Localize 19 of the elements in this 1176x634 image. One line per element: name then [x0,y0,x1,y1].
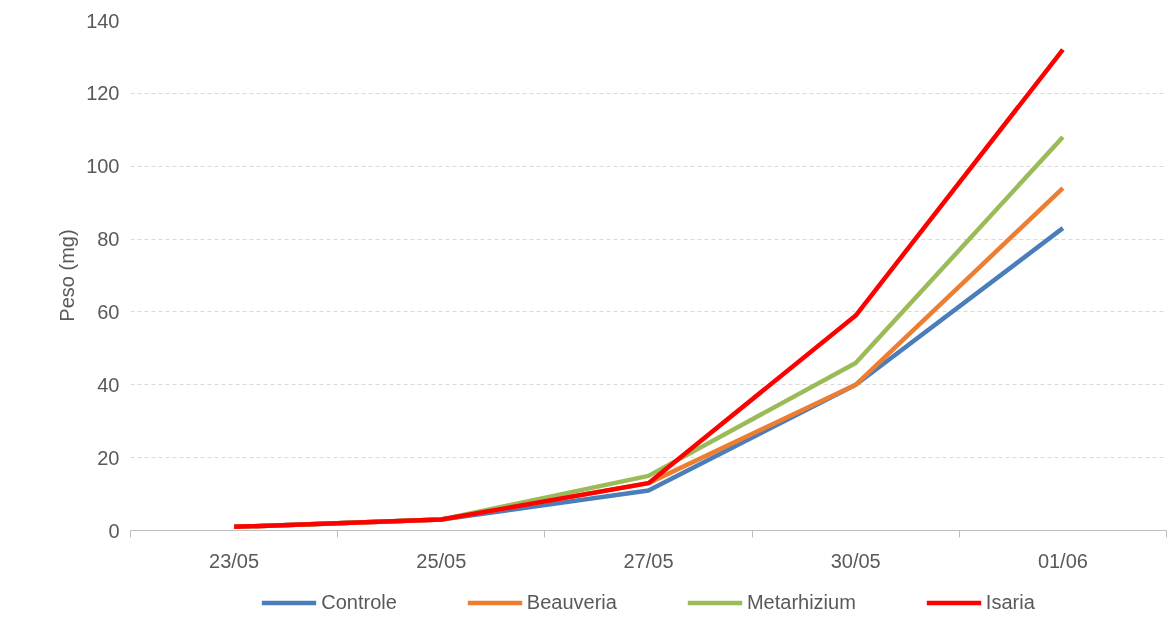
x-tick-label: 27/05 [623,549,674,572]
legend-label: Metarhizium [746,590,856,614]
y-tick-label: 20 [97,446,120,469]
y-tick-label: 60 [97,300,120,323]
x-tick-label: 25/05 [416,549,467,572]
y-tick-label: 0 [108,519,120,542]
y-axis-title: Peso (mg) [56,229,79,322]
y-tick-label: 120 [86,82,120,105]
legend-label: Controle [321,590,397,614]
legend-label: Isaria [985,590,1035,614]
y-tick-label: 40 [97,373,120,396]
x-tick-label: 01/06 [1037,549,1088,572]
y-tick-label: 100 [86,155,120,178]
x-tick-label: 30/05 [830,549,881,572]
legend-label: Beauveria [526,590,617,614]
y-tick-label: 140 [86,9,120,32]
line-series [231,47,1066,530]
y-tick-label: 80 [97,228,120,251]
x-tick-label: 23/05 [209,549,260,572]
